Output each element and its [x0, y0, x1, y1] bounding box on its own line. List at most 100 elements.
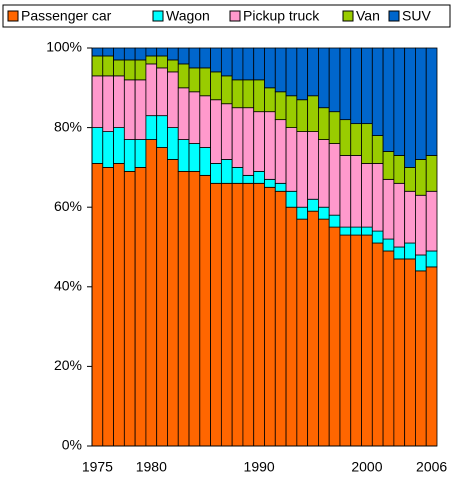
bar-segment	[382, 238, 395, 252]
bar-segment	[296, 206, 309, 220]
bar-segment	[220, 103, 233, 160]
bar-segment	[199, 147, 211, 176]
bar-segment	[145, 63, 158, 117]
bar-segment	[167, 71, 179, 128]
bar-segment	[371, 47, 384, 136]
bar-segment	[102, 55, 114, 77]
bar-segment	[231, 107, 244, 168]
bar-segment	[382, 151, 395, 180]
bar-segment	[415, 194, 427, 256]
bar-segment	[318, 206, 330, 220]
bar-segment	[318, 107, 330, 140]
bar-segment	[285, 95, 298, 129]
x-tick-label: 1975	[82, 459, 113, 475]
bar-segment	[156, 47, 168, 57]
bar-segment	[361, 163, 373, 228]
bar-segment	[318, 218, 330, 447]
bar-segment	[415, 159, 427, 196]
legend-swatch	[7, 10, 19, 22]
bar-segment	[123, 59, 136, 81]
legend-swatch	[342, 10, 354, 22]
bar-segment	[371, 135, 384, 164]
bar-segment	[167, 47, 179, 61]
bar-segment	[113, 75, 125, 129]
bar-segment	[177, 63, 190, 89]
bar-segment	[350, 226, 362, 236]
bar-segment	[177, 47, 190, 65]
bar-segment	[188, 47, 201, 69]
bar-segment	[242, 182, 255, 447]
bar-segment	[167, 59, 179, 73]
bar-segment	[123, 79, 136, 140]
legend-label: Passenger car	[21, 8, 112, 24]
bar-segment	[296, 47, 309, 101]
bar-segment	[91, 163, 104, 447]
bar-segment	[382, 250, 395, 447]
bar-segment	[113, 59, 125, 77]
y-tick-label: 20%	[54, 357, 82, 373]
bar-segment	[425, 190, 438, 252]
bar-segment	[156, 67, 168, 117]
bar-segment	[264, 186, 276, 447]
bar-segment	[285, 206, 298, 447]
bar-segment	[123, 47, 136, 61]
bar-segment	[415, 254, 427, 272]
x-tick-label: 2006	[416, 459, 447, 475]
bar-segment	[404, 258, 416, 447]
bar-segment	[91, 47, 104, 57]
bar-segment	[296, 99, 309, 132]
bar-segment	[350, 123, 362, 156]
bar-segment	[253, 170, 265, 184]
bar-segment	[231, 47, 244, 81]
bar-segment	[145, 47, 158, 57]
bar-segment	[361, 226, 373, 236]
bar-segment	[425, 155, 438, 192]
bar-segment	[188, 170, 201, 447]
bar-segment	[361, 123, 373, 164]
bar-segment	[210, 47, 222, 73]
bar-segment	[371, 242, 384, 447]
bar-segment	[404, 190, 416, 244]
bar-segment	[220, 182, 233, 447]
bar-segment	[199, 95, 211, 148]
bar-segment	[393, 47, 406, 156]
bar-segment	[339, 119, 352, 156]
bar-segment	[134, 59, 147, 81]
bar-segment	[425, 266, 438, 447]
bar-segment	[328, 143, 341, 216]
bar-segment	[404, 242, 416, 260]
bar-segment	[274, 47, 287, 93]
bar-segment	[264, 178, 276, 188]
bar-segment	[113, 163, 125, 447]
bar-segment	[318, 139, 330, 208]
bar-segment	[167, 159, 179, 447]
legend-swatch	[388, 10, 400, 22]
bar-segment	[167, 127, 179, 160]
bar-segment	[361, 47, 373, 125]
bar-segment	[328, 47, 341, 113]
bar-segment	[339, 234, 352, 447]
legend-label: Pickup truck	[243, 8, 320, 24]
bar-segment	[328, 214, 341, 228]
bar-segment	[220, 159, 233, 184]
bar-segment	[339, 155, 352, 228]
bar-segment	[220, 47, 233, 77]
bar-segment	[274, 91, 287, 121]
bar-segment	[274, 119, 287, 184]
bar-segment	[188, 91, 201, 144]
bar-segment	[102, 47, 114, 57]
bar-segment	[199, 67, 211, 97]
bar-segment	[145, 115, 158, 140]
bar-segment	[393, 182, 406, 248]
bar-segment	[296, 218, 309, 447]
bar-segment	[339, 226, 352, 236]
bar-segment	[425, 250, 438, 268]
bar-segment	[307, 198, 319, 212]
bar-segment	[382, 47, 395, 152]
bar-segment	[199, 174, 211, 447]
bar-segment	[350, 234, 362, 447]
bar-segment	[231, 79, 244, 109]
bar-segment	[177, 170, 190, 447]
bar-segment	[134, 166, 147, 447]
